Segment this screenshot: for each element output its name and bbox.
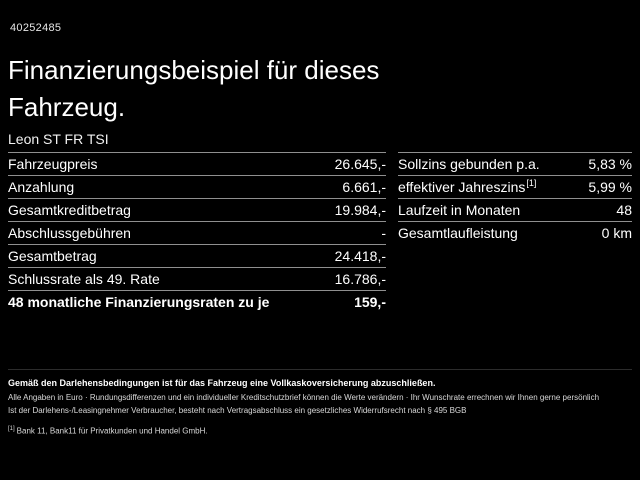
disclaimer-footer: Gemäß den Darlehensbedingungen ist für d… [8, 369, 632, 436]
row-value: 159,- [354, 294, 386, 310]
disclaimer-footnote: [1] Bank 11, Bank11 für Privatkunden und … [8, 426, 208, 436]
table-row-anzahlung: Anzahlung 6.661,- [8, 175, 386, 198]
table-row-abschlussgebuehren: Abschlussgebühren - [8, 221, 386, 244]
row-label: Gesamtlaufleistung [398, 225, 518, 241]
listing-id: 40252485 [10, 22, 62, 34]
row-value: 26.645,- [334, 156, 386, 172]
vehicle-model: Leon ST FR TSI [8, 131, 109, 147]
row-label: Sollzins gebunden p.a. [398, 156, 540, 172]
table-row-effektiver-jahreszins: effektiver Jahreszins[1] 5,99 % [398, 175, 632, 198]
row-label: Abschlussgebühren [8, 225, 131, 241]
row-value: 24.418,- [334, 248, 386, 264]
disclaimer-line-2: Alle Angaben in Euro · Rundungsdifferenz… [8, 392, 600, 402]
row-label: Fahrzeugpreis [8, 156, 98, 172]
row-value: 16.786,- [334, 271, 386, 287]
row-value: - [381, 225, 386, 241]
table-row-gesamtlaufleistung: Gesamtlaufleistung 0 km [398, 221, 632, 244]
table-row-sollzins: Sollzins gebunden p.a. 5,83 % [398, 152, 632, 175]
row-value: 5,83 % [588, 156, 632, 172]
footnote-marker: [1] [8, 426, 15, 432]
row-label: Gesamtkreditbetrag [8, 202, 131, 218]
row-value: 0 km [601, 225, 632, 241]
row-value: 48 [616, 202, 632, 218]
row-value: 5,99 % [588, 179, 632, 195]
row-value: 19.984,- [334, 202, 386, 218]
row-label: Schlussrate als 49. Rate [8, 271, 160, 287]
table-row-gesamtbetrag: Gesamtbetrag 24.418,- [8, 244, 386, 267]
conditions-table: Sollzins gebunden p.a. 5,83 % effektiver… [398, 152, 632, 244]
table-row-fahrzeugpreis: Fahrzeugpreis 26.645,- [8, 152, 386, 175]
row-label: effektiver Jahreszins[1] [398, 178, 537, 195]
table-row-gesamtkreditbetrag: Gesamtkreditbetrag 19.984,- [8, 198, 386, 221]
row-label: 48 monatliche Finanzierungsraten zu je [8, 294, 270, 310]
row-label: Gesamtbetrag [8, 248, 97, 264]
row-value: 6.661,- [342, 179, 386, 195]
disclaimer-line-3: Ist der Darlehens-/Leasingnehmer Verbrau… [8, 406, 467, 415]
table-row-schlussrate: Schlussrate als 49. Rate 16.786,- [8, 267, 386, 290]
page-title: Finanzierungsbeispiel für dieses Fahrzeu… [8, 55, 380, 122]
footnote-marker: [1] [526, 178, 537, 189]
disclaimer-bold-line: Gemäß den Darlehensbedingungen ist für d… [8, 378, 436, 388]
table-row-laufzeit: Laufzeit in Monaten 48 [398, 198, 632, 221]
row-label: Laufzeit in Monaten [398, 202, 521, 218]
financing-table: Fahrzeugpreis 26.645,- Anzahlung 6.661,-… [8, 152, 386, 313]
row-label: Anzahlung [8, 179, 75, 195]
table-row-monatliche-rate: 48 monatliche Finanzierungsraten zu je 1… [8, 290, 386, 313]
